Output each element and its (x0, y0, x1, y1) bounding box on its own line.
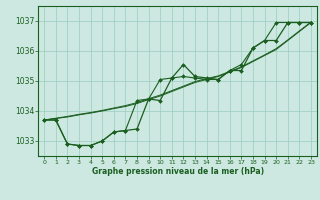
X-axis label: Graphe pression niveau de la mer (hPa): Graphe pression niveau de la mer (hPa) (92, 167, 264, 176)
